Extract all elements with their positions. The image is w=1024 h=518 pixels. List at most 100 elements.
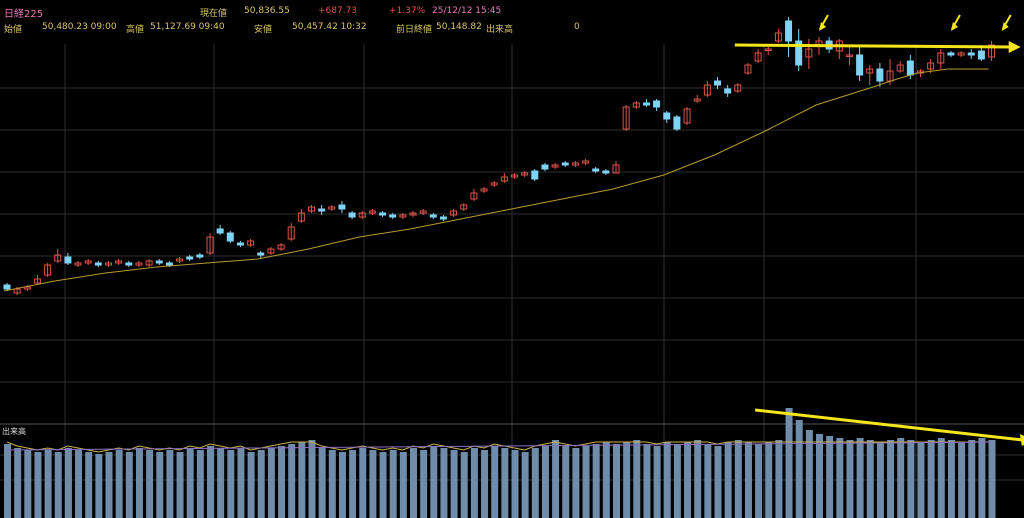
volume-bar (359, 448, 367, 518)
volume-bar (775, 440, 783, 518)
candle-body (927, 62, 935, 70)
candle-body (267, 248, 275, 254)
volume-bar (460, 452, 468, 518)
volume-bar (440, 448, 448, 518)
volume-bar (470, 448, 478, 518)
candle-body (236, 242, 244, 246)
candle-body (297, 212, 305, 222)
volume-bar (267, 448, 275, 518)
candle-body (196, 254, 204, 258)
volume-bar (958, 442, 966, 518)
volume-bar (237, 448, 245, 518)
candle-body (206, 236, 214, 254)
volume-bar (64, 448, 72, 518)
candle-body (683, 108, 691, 124)
price-trendline (734, 43, 1013, 49)
candle-body (429, 214, 437, 218)
candle-body (308, 206, 315, 212)
volume-bar (338, 452, 346, 518)
volume-bar (856, 438, 864, 518)
candles (3, 17, 996, 295)
volume-trendline (754, 408, 1024, 442)
candle-body (906, 60, 914, 76)
volume-bar (115, 450, 123, 518)
volume-bar (552, 440, 560, 518)
candle-body (511, 174, 518, 178)
volume-bar (633, 440, 641, 518)
moving-average-line (3, 68, 989, 292)
volume-bar (887, 440, 895, 518)
volume-bar (247, 452, 255, 518)
candle-body (409, 212, 417, 216)
volume-bar (724, 442, 732, 518)
volume-bar (450, 450, 458, 518)
volume-bar (491, 446, 499, 518)
current-price-label: 現在値 (200, 9, 228, 19)
candle-body (561, 162, 569, 166)
candle-body (947, 52, 955, 56)
volume-bar (521, 452, 529, 518)
volume-bar (44, 450, 52, 518)
candle-body (64, 256, 72, 264)
volume-bar (135, 448, 143, 518)
volume-bar (146, 450, 154, 518)
volume-bar (298, 442, 306, 518)
candle-body (795, 40, 803, 66)
volume-bar (207, 446, 214, 518)
candle-body (470, 192, 478, 200)
candle-body (379, 212, 387, 216)
volume-header-value: 0 (574, 22, 580, 32)
candle-body (328, 206, 336, 210)
candle-body (663, 112, 671, 120)
volume-bar (795, 420, 803, 518)
volume-bar (988, 440, 996, 518)
candle-body (977, 50, 985, 60)
candle-body (94, 262, 102, 266)
candle-body (186, 256, 194, 260)
volume-bar (14, 448, 22, 518)
high-value: 51,127.69 09:40 (150, 22, 225, 32)
volume-bar (927, 440, 935, 518)
volume-bar (582, 446, 590, 518)
candle-body (622, 106, 630, 130)
pointer-arrow-head (1001, 22, 1009, 31)
candle-body (247, 240, 255, 246)
volume-bar (430, 446, 438, 518)
candle-body (389, 214, 397, 218)
volume-bar (978, 438, 986, 518)
candle-body (23, 286, 31, 290)
price-change-percent: +1.37% (389, 6, 426, 16)
volume-bar (602, 442, 610, 518)
volume-bar (572, 448, 580, 518)
volume-bar (704, 444, 712, 518)
volume-bar (968, 440, 976, 518)
volume-bar (399, 452, 407, 518)
volume-bar (755, 444, 763, 518)
volume-bar (420, 450, 428, 518)
candle-body (988, 44, 996, 58)
volume-bar (531, 448, 539, 518)
candle-body (531, 170, 539, 180)
candle-body (673, 116, 681, 130)
volume-bar (613, 444, 620, 518)
volume-bar (318, 448, 326, 518)
volume-bar (481, 450, 489, 518)
candle-body (805, 48, 813, 58)
volume-bar (836, 438, 844, 518)
volume-panel-label: 出来高 (2, 426, 26, 436)
volume-bar (907, 440, 915, 518)
volume-bar (379, 452, 387, 518)
candle-body (653, 100, 661, 108)
pointer-arrow-head (819, 22, 826, 31)
candle-body (125, 262, 133, 266)
price-change: +687.73 (318, 6, 358, 16)
candle-body (764, 48, 772, 51)
volume-bar (876, 442, 884, 518)
candle-body (13, 288, 21, 294)
volume-bar (105, 452, 113, 518)
candle-body (44, 264, 52, 276)
candle-body (399, 214, 407, 218)
candle-body (135, 262, 143, 266)
candle-body (612, 164, 620, 174)
